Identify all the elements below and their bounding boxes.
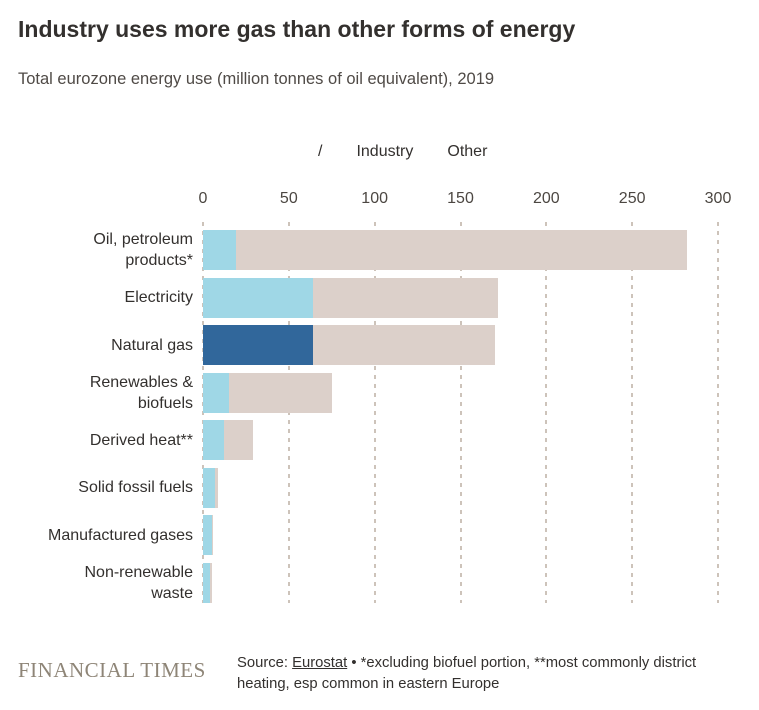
legend-item-other: Other [447, 143, 488, 160]
legend-slash: / [318, 143, 323, 160]
bar-segment-industry-derived-heat [203, 420, 224, 460]
page-title: Industry uses more gas than other forms … [18, 16, 576, 42]
source-note: Source: Eurostat • *excluding biofuel po… [237, 653, 752, 696]
x-tick-label-150: 150 [447, 190, 474, 207]
x-tick-label-300: 300 [704, 190, 732, 207]
category-label-manufactured-gases: Manufactured gases [0, 515, 193, 555]
chart-subtitle: Total eurozone energy use (million tonne… [18, 70, 495, 88]
category-label-line: Renewables & [89, 373, 193, 391]
bar-segment-industry-manufactured-gases [203, 515, 212, 555]
category-label-natural-gas: Natural gas [0, 325, 193, 365]
category-label-line: Manufactured gases [48, 526, 193, 544]
x-tick-label-200: 200 [532, 190, 560, 207]
source-link-eurostat[interactable]: Eurostat [292, 655, 348, 671]
bar-segment-other-oil-petroleum-products [235, 230, 688, 270]
bar-segment-other-solid-fossil-fuels [215, 467, 218, 508]
category-label-line: Oil, petroleum [93, 231, 193, 248]
gridline-100 [373, 222, 376, 603]
category-label-line: Derived heat** [89, 431, 193, 449]
category-label-line: Natural gas [111, 336, 193, 354]
chart-legend: / Industry Other [318, 143, 487, 161]
category-label-renewables-biofuels: Renewables & biofuels [0, 373, 193, 413]
gridline-50 [287, 222, 290, 603]
bar-segment-other-derived-heat [223, 420, 253, 460]
bar-segment-other-electricity [312, 277, 499, 318]
category-label-derived-heat: Derived heat** [0, 420, 193, 460]
legend-item-industry: Industry [356, 143, 414, 160]
category-label-line: Non-renewable [84, 563, 193, 581]
bar-segment-industry-electricity [203, 277, 313, 318]
bar-segment-industry-oil-petroleum-products [203, 230, 236, 270]
bar-segment-other-manufactured-gases [211, 515, 213, 555]
bar-segment-other-renewables-biofuels [228, 372, 332, 413]
ft-logo: FINANCIAL TIMES [18, 658, 206, 682]
category-label-electricity: Electricity [0, 278, 193, 318]
category-label-oil-petroleum-products: Oil, petroleum products* [0, 230, 193, 270]
gridline-200 [545, 222, 548, 603]
gridline-300 [717, 222, 719, 603]
x-tick-label-50: 50 [279, 190, 298, 207]
category-label-line: waste [151, 584, 193, 602]
source-prefix: Source: [237, 655, 293, 671]
bar-segment-other-non-renewable-waste [209, 562, 212, 603]
category-label-line: Electricity [124, 289, 193, 306]
gridline-250 [631, 222, 634, 603]
category-label-line: biofuels [137, 394, 193, 412]
x-tick-label-0: 0 [198, 190, 208, 207]
bar-segment-industry-renewables-biofuels [203, 372, 229, 413]
bar-segment-industry-natural-gas [203, 325, 313, 365]
gridline-150 [459, 222, 462, 603]
bar-segment-other-natural-gas [312, 325, 495, 365]
category-label-solid-fossil-fuels: Solid fossil fuels [0, 468, 193, 508]
x-tick-label-100: 100 [361, 190, 389, 207]
gridline-0 [202, 222, 204, 603]
source-suffix: • *excluding biofuel portion, **most com… [237, 655, 697, 693]
category-label-line: Solid fossil fuels [78, 479, 193, 496]
category-label-non-renewable-waste: Non-renewable waste [0, 563, 193, 603]
x-tick-label-250: 250 [618, 190, 646, 207]
category-label-line: products* [125, 252, 193, 269]
bar-segment-industry-solid-fossil-fuels [203, 467, 216, 508]
bar-segment-industry-non-renewable-waste [203, 562, 210, 603]
